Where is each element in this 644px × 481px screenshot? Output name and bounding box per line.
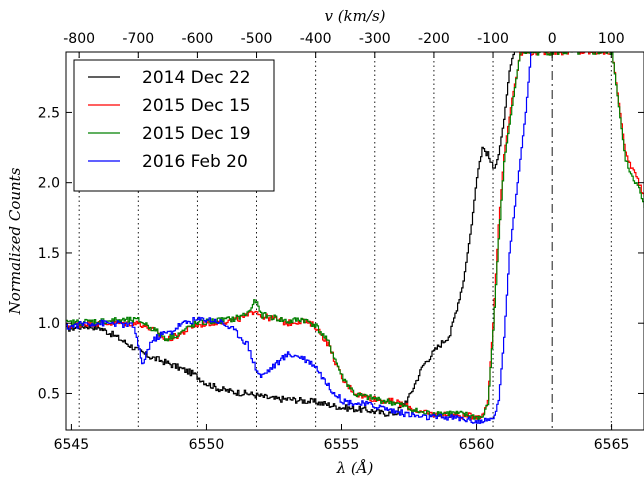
- x-axis-tick-label: 6565: [594, 437, 630, 453]
- series-line-1: [66, 52, 515, 417]
- y-axis-tick-label: 1.0: [38, 316, 60, 332]
- top-axis-tick-label: -300: [359, 31, 391, 47]
- legend-label-series-4: 2016 Feb 20: [142, 152, 248, 172]
- legend-label-series-3: 2015 Dec 19: [142, 124, 251, 144]
- legend: 2014 Dec 22 2015 Dec 15 2015 Dec 19 2016…: [73, 59, 275, 192]
- x-axis-tick-label: 6560: [459, 437, 495, 453]
- top-axis-tick-label: 0: [548, 31, 557, 47]
- top-axis-tick-label: -600: [182, 31, 214, 47]
- axis-ticks: -800 -700 -600 -500 -400 -300 -200 -100 0 100 6545…: [38, 31, 644, 453]
- top-axis-tick-label: 100: [598, 31, 625, 47]
- y-axis-tick-label: 2.5: [38, 105, 60, 121]
- legend-label-series-1: 2014 Dec 22: [142, 68, 251, 88]
- y-axis-tick-label: 1.5: [38, 246, 60, 262]
- series-lines: [66, 52, 644, 424]
- top-axis-tick-label: -200: [418, 31, 450, 47]
- x-axis-tick-label: 6550: [189, 437, 225, 453]
- legend-label-series-2: 2015 Dec 15: [142, 96, 251, 116]
- top-axis-tick-label: -700: [122, 31, 154, 47]
- series-line-4: [66, 52, 532, 424]
- top-axis-label: v (km/s): [324, 7, 385, 25]
- top-axis-tick-label: -800: [63, 31, 95, 47]
- x-axis-tick-label: 6545: [54, 437, 90, 453]
- top-axis-tick-label: -100: [477, 31, 509, 47]
- y-axis-tick-label: 0.5: [38, 386, 60, 402]
- legend-box: [73, 59, 275, 192]
- top-axis-tick-label: -500: [241, 31, 273, 47]
- x-axis-tick-label: 6555: [324, 437, 360, 453]
- y-axis-label: Normalized Counts: [6, 167, 24, 315]
- top-axis-tick-label: -400: [300, 31, 332, 47]
- series-line-3: [66, 52, 644, 421]
- y-axis-tick-label: 2.0: [38, 176, 60, 192]
- plot-frame: [65, 51, 644, 431]
- x-axis-label: λ (Å): [336, 459, 374, 477]
